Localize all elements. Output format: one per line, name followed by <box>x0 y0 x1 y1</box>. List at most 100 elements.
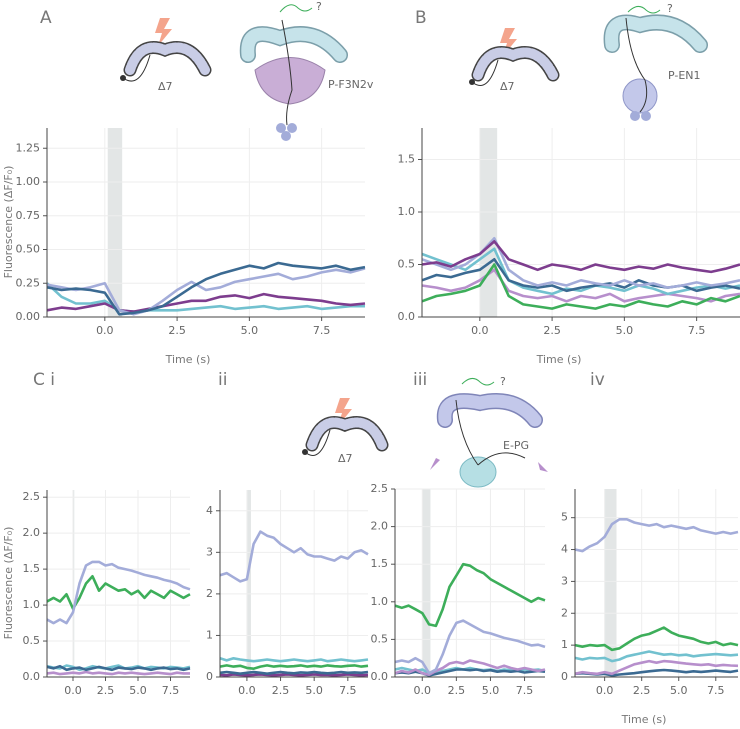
y-tick-label: 2.5 <box>23 490 41 503</box>
x-tick-label: 2.5 <box>272 684 290 697</box>
y-tick-label: 2.5 <box>371 482 389 495</box>
stimulus-band <box>479 128 498 317</box>
x-tick-label: 7.5 <box>313 324 331 337</box>
panel-label: B <box>415 8 427 28</box>
x-tick-label: 0.0 <box>96 324 114 337</box>
y-tick-label: 1.5 <box>398 153 416 166</box>
y-axis-label: Fluorescence (ΔF/F₀) <box>2 527 15 640</box>
data-line <box>219 673 369 677</box>
y-tick-label: 2 <box>561 606 568 619</box>
data-line <box>574 626 739 652</box>
panel-label: A <box>40 8 52 28</box>
neuron-label: P-F3N2v <box>328 78 374 91</box>
neuron-diagram <box>430 378 548 488</box>
x-axis-label: Time (s) <box>621 713 667 726</box>
x-tick-label: 5.0 <box>670 684 688 697</box>
y-tick-label: 0.00 <box>16 310 41 323</box>
x-tick-label: 2.5 <box>97 684 115 697</box>
y-tick-label: 5 <box>561 511 568 524</box>
y-tick-label: 1.25 <box>16 141 41 154</box>
x-tick-label: 0.0 <box>64 684 82 697</box>
y-tick-label: 1.0 <box>371 595 389 608</box>
y-tick-label: 4 <box>206 504 213 517</box>
x-tick-label: 0.0 <box>238 684 256 697</box>
stimulus-band <box>73 490 75 677</box>
stimulus-band <box>246 490 251 677</box>
data-line <box>46 267 366 316</box>
neuron-diagram <box>302 398 389 456</box>
data-line <box>421 240 740 274</box>
y-tick-label: 1.5 <box>23 562 41 575</box>
x-tick-label: 2.5 <box>633 684 651 697</box>
x-tick-label: 2.5 <box>448 684 466 697</box>
neuron-label: Δ7 <box>500 80 515 93</box>
unknown-mark: ? <box>500 375 506 388</box>
y-tick-label: 1.0 <box>23 598 41 611</box>
x-tick-label: 7.5 <box>516 684 534 697</box>
data-line <box>46 282 365 313</box>
y-tick-label: 1 <box>206 628 213 641</box>
neuron-diagram <box>120 4 348 141</box>
data-line <box>394 562 546 628</box>
x-tick-label: 5.0 <box>241 324 259 337</box>
y-tick-label: 0.0 <box>23 670 41 683</box>
y-tick-label: 0.75 <box>16 209 41 222</box>
neuron-label: E-PG <box>503 439 529 452</box>
data-line <box>394 659 546 676</box>
y-tick-label: 3 <box>206 545 213 558</box>
data-line <box>46 261 366 316</box>
panel-label: ii <box>218 370 227 390</box>
data-line <box>421 268 740 303</box>
neuron-label: Δ7 <box>158 80 173 93</box>
x-tick-label: 7.5 <box>162 684 180 697</box>
data-line <box>46 670 190 676</box>
data-line <box>46 560 191 625</box>
x-tick-label: 0.0 <box>414 684 432 697</box>
data-line <box>574 659 739 676</box>
x-tick-label: 5.0 <box>482 684 500 697</box>
y-tick-label: 0.0 <box>398 310 416 323</box>
y-tick-label: 0 <box>206 670 213 683</box>
panel-label: iii <box>413 370 427 390</box>
data-line <box>219 664 369 670</box>
data-line <box>46 292 366 313</box>
y-tick-label: 0.5 <box>371 632 389 645</box>
data-line <box>219 670 369 675</box>
x-tick-label: 7.5 <box>688 324 706 337</box>
y-tick-label: 1.0 <box>398 205 416 218</box>
y-tick-label: 1 <box>561 638 568 651</box>
y-tick-label: 2 <box>206 587 213 600</box>
y-tick-label: 0.5 <box>23 634 41 647</box>
y-tick-label: 1.00 <box>16 175 41 188</box>
x-axis-label: Time (s) <box>165 353 211 366</box>
data-line <box>421 258 740 293</box>
data-line <box>421 263 740 310</box>
stimulus-band <box>422 489 431 677</box>
data-line <box>574 650 739 663</box>
y-tick-label: 0.25 <box>16 276 41 289</box>
data-line <box>421 247 740 296</box>
unknown-mark: ? <box>316 0 322 13</box>
x-axis-label: Time (s) <box>536 353 582 366</box>
panel-label: iv <box>590 370 605 390</box>
stimulus-band <box>107 128 123 317</box>
stimulus-band <box>604 489 617 677</box>
data-line <box>219 530 369 583</box>
data-line <box>574 518 739 553</box>
neuron-diagram <box>469 6 708 121</box>
y-tick-label: 2.0 <box>371 520 389 533</box>
unknown-mark: ? <box>667 2 673 15</box>
x-tick-label: 0.0 <box>471 324 489 337</box>
y-axis-label: Fluorescence (ΔF/F₀) <box>2 166 15 279</box>
x-tick-label: 7.5 <box>707 684 725 697</box>
data-line <box>394 619 546 675</box>
y-tick-label: 1.5 <box>371 557 389 570</box>
x-tick-label: 0.0 <box>596 684 614 697</box>
y-tick-label: 0.5 <box>398 258 416 271</box>
x-tick-label: 5.0 <box>305 684 323 697</box>
data-line <box>46 664 191 672</box>
x-tick-label: 2.5 <box>543 324 561 337</box>
x-tick-label: 7.5 <box>339 684 357 697</box>
neuron-label: Δ7 <box>338 452 353 465</box>
